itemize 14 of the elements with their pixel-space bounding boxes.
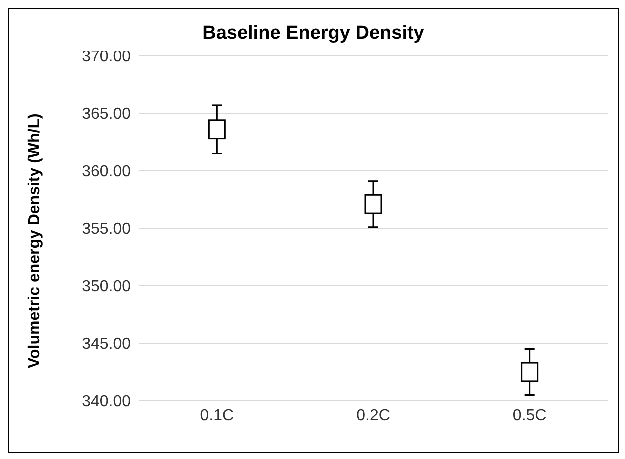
y-tick-label: 350.00 (82, 278, 132, 296)
x-tick-label: 0.5C (512, 407, 547, 424)
x-tick-label: 0.1C (200, 407, 234, 424)
y-tick-label: 340.00 (82, 394, 132, 411)
point (521, 362, 539, 382)
y-tick-label: 345.00 (82, 336, 132, 354)
y-axis-title: Volumetric energy Density (Wh/L) (26, 114, 44, 368)
x-tick-label: 0.2C (356, 407, 390, 424)
y-tick-label: 355.00 (82, 221, 132, 238)
point (364, 194, 382, 214)
y-tick-label: 365.00 (82, 106, 132, 124)
y-tick-label: 360.00 (82, 164, 132, 181)
chart-title: Baseline Energy Density (202, 23, 424, 44)
point (208, 120, 226, 140)
